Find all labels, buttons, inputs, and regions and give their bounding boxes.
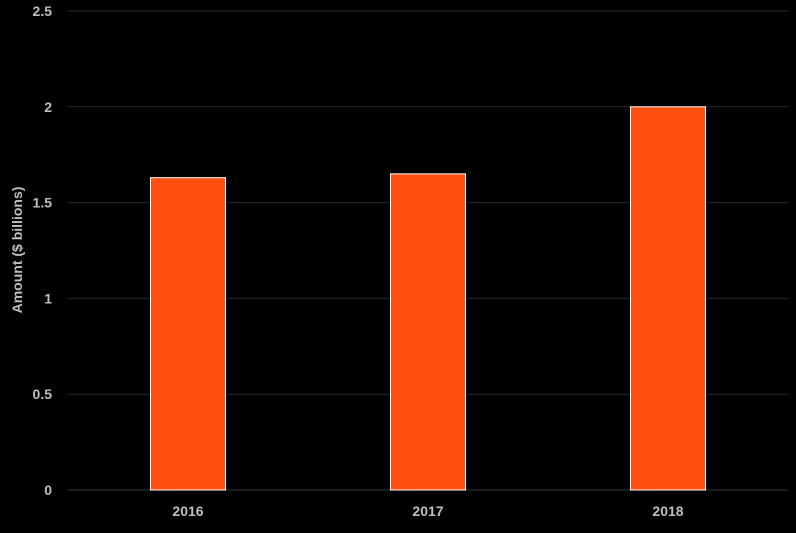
bar-2017 (390, 173, 466, 491)
y-tick-label: 1.5 (33, 195, 53, 211)
x-tick-label: 2016 (172, 503, 203, 519)
x-axis-ticks: 2016 2017 2018 (172, 503, 683, 519)
y-axis-ticks: 0 0.5 1 1.5 2 2.5 (33, 3, 53, 498)
y-axis-title: Amount ($ billions) (9, 187, 25, 314)
x-tick-label: 2018 (652, 503, 683, 519)
x-tick-label: 2017 (412, 503, 443, 519)
bar-2016 (150, 177, 226, 491)
y-tick-label: 2.5 (33, 3, 53, 19)
bar-2018 (630, 106, 706, 491)
y-tick-label: 0 (44, 482, 52, 498)
y-tick-label: 0.5 (33, 386, 53, 402)
y-tick-label: 1 (44, 290, 52, 306)
bars (150, 106, 706, 491)
y-tick-label: 2 (44, 99, 52, 115)
